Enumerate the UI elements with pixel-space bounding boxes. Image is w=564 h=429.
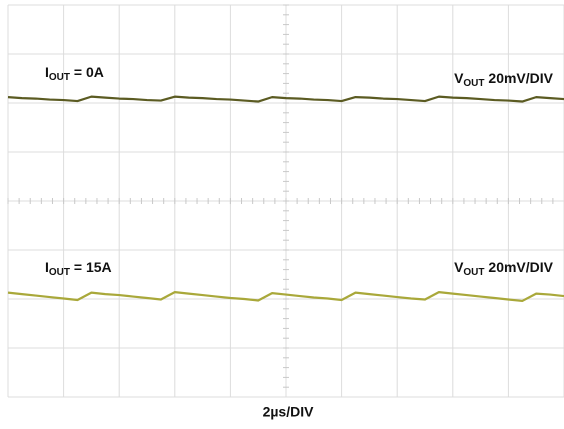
annotation: IOUT = 15A	[45, 259, 112, 278]
annotation: VOUT 20mV/DIV	[454, 259, 554, 278]
annotation-text: 20mV/DIV	[485, 259, 554, 275]
annotation-main: I	[45, 259, 49, 275]
trace	[7, 95, 564, 103]
annotation-main: I	[45, 64, 49, 80]
annotation-sub: OUT	[49, 267, 70, 278]
annotation-sub: OUT	[49, 72, 70, 83]
x-axis-label: 2µs/DIV	[263, 404, 315, 420]
trace	[7, 291, 564, 303]
annotation-sub: OUT	[463, 78, 484, 89]
annotation-text: = 15A	[70, 259, 112, 275]
annotation: IOUT = 0A	[45, 64, 104, 83]
annotation: VOUT 20mV/DIV	[454, 70, 554, 89]
annotation-sub: OUT	[463, 267, 484, 278]
annotation-text: 20mV/DIV	[485, 70, 554, 86]
annotation-main: V	[454, 259, 464, 275]
annotation-text: = 0A	[70, 64, 104, 80]
annotation-main: V	[454, 70, 464, 86]
